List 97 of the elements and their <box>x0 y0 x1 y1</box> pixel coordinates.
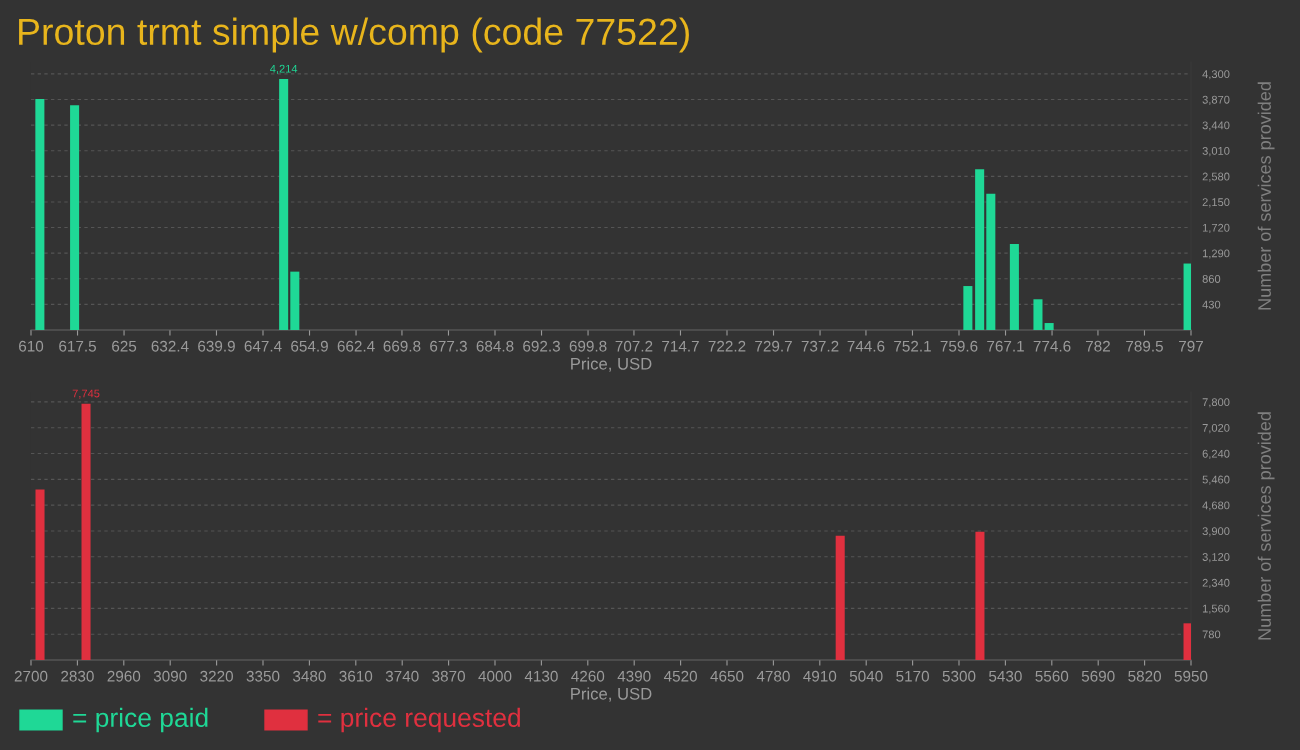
x-tick-label: 4000 <box>478 670 512 682</box>
x-tick-label: 5560 <box>1035 670 1069 682</box>
x-tick-label: 744.6 <box>847 340 885 352</box>
x-tick-label: 4910 <box>803 670 837 682</box>
bar <box>1183 623 1191 660</box>
y-tick-label: 7,020 <box>1202 424 1230 434</box>
y-tick-label: 2,580 <box>1202 172 1230 182</box>
x-tick-label: 3610 <box>339 670 373 682</box>
bar <box>70 105 80 330</box>
bar <box>35 98 45 330</box>
bar <box>81 403 91 660</box>
x-tick-label: 752.1 <box>894 340 931 352</box>
x-tick-label: 782 <box>1085 340 1110 352</box>
bar <box>1044 323 1054 330</box>
y-tick-label: 3,010 <box>1202 147 1230 157</box>
x-tick-label: 5820 <box>1128 670 1161 682</box>
legend-label: = price paid <box>73 707 208 733</box>
x-tick-label: 714.7 <box>662 340 699 352</box>
x-tick-label: 625 <box>112 340 137 352</box>
y-tick-label: 5,460 <box>1202 475 1230 485</box>
bar <box>35 489 45 660</box>
x-tick-label: 2700 <box>14 670 48 682</box>
x-tick-label: 699.8 <box>569 340 607 352</box>
bar <box>835 535 845 660</box>
x-tick-label: 669.8 <box>383 340 421 352</box>
bar <box>963 286 973 330</box>
x-tick-label: 610 <box>19 340 44 352</box>
y-axis-title: Number of services provided <box>1257 82 1275 310</box>
y-tick-label: 3,900 <box>1202 527 1230 537</box>
x-tick-label: 5170 <box>896 670 929 682</box>
x-tick-label: 647.4 <box>244 340 282 352</box>
y-tick-label: 4,680 <box>1202 501 1230 511</box>
bar <box>1033 299 1043 330</box>
x-tick-label: 639.9 <box>198 340 235 352</box>
x-tick-label: 4780 <box>756 670 790 682</box>
x-axis-title: Price, USD <box>571 357 652 372</box>
data-label: 4,214 <box>270 64 298 74</box>
y-tick-label: 7,800 <box>1202 398 1230 408</box>
x-tick-label: 684.8 <box>476 340 514 352</box>
bar <box>290 271 300 330</box>
x-tick-label: 4520 <box>663 670 697 682</box>
x-tick-label: 707.2 <box>615 340 653 352</box>
x-tick-label: 2960 <box>107 670 141 682</box>
y-tick-label: 3,870 <box>1202 95 1230 105</box>
y-axis-title: Number of services provided <box>1257 412 1275 640</box>
y-tick-label: 4,300 <box>1202 70 1230 80</box>
x-tick-label: 3090 <box>153 670 187 682</box>
x-tick-label: 3220 <box>200 670 233 682</box>
x-tick-label: 692.3 <box>523 340 560 352</box>
y-tick-label: 1,290 <box>1202 249 1230 259</box>
x-tick-label: 759.6 <box>940 340 978 352</box>
x-tick-label: 4650 <box>710 670 744 682</box>
x-tick-label: 4130 <box>524 670 558 682</box>
y-tick-label: 1,720 <box>1202 223 1230 234</box>
y-tick-label: 6,240 <box>1202 449 1230 459</box>
x-tick-label: 767.1 <box>987 340 1024 352</box>
chart-title: Proton trmt simple w/comp (code 77522) <box>19 17 689 53</box>
x-tick-label: 3350 <box>246 670 280 682</box>
y-tick-label: 2,150 <box>1202 198 1230 208</box>
x-tick-label: 617.5 <box>59 340 96 352</box>
x-tick-label: 737.2 <box>801 340 839 352</box>
x-tick-label: 632.4 <box>151 340 189 352</box>
y-tick-label: 780 <box>1202 630 1221 639</box>
y-tick-label: 2,340 <box>1202 578 1230 589</box>
x-tick-label: 654.9 <box>291 340 328 352</box>
x-tick-label: 3740 <box>385 670 419 682</box>
x-tick-label: 789.5 <box>1126 340 1163 352</box>
bar <box>279 79 289 330</box>
x-tick-label: 3870 <box>432 670 465 682</box>
x-tick-label: 5950 <box>1174 670 1208 682</box>
bar <box>986 193 996 330</box>
y-tick-label: 860 <box>1202 275 1221 283</box>
legend-label: = price requested <box>318 707 520 733</box>
y-tick-label: 3,440 <box>1202 121 1230 131</box>
x-tick-label: 729.7 <box>755 340 792 352</box>
x-tick-label: 4260 <box>571 670 605 682</box>
bar <box>1009 244 1019 330</box>
x-tick-label: 797 <box>1179 340 1203 352</box>
bar <box>1183 263 1191 330</box>
x-tick-label: 2830 <box>61 670 94 682</box>
x-tick-label: 4390 <box>617 670 651 682</box>
data-label: 7,745 <box>72 389 100 399</box>
x-tick-label: 662.4 <box>337 340 375 352</box>
y-tick-label: 3,120 <box>1202 553 1230 563</box>
y-tick-label: 1,560 <box>1202 604 1230 614</box>
x-tick-label: 774.6 <box>1033 340 1071 352</box>
bar <box>975 531 985 660</box>
x-tick-label: 5040 <box>849 670 883 682</box>
bar <box>975 169 985 330</box>
x-tick-label: 5690 <box>1081 670 1115 682</box>
x-axis-title: Price, USD <box>571 687 652 702</box>
x-tick-label: 677.3 <box>430 340 467 352</box>
x-tick-label: 5430 <box>989 670 1022 682</box>
x-tick-label: 722.2 <box>708 340 746 352</box>
y-tick-label: 430 <box>1202 300 1221 309</box>
x-tick-label: 3480 <box>292 670 326 682</box>
x-tick-label: 5300 <box>942 670 976 682</box>
